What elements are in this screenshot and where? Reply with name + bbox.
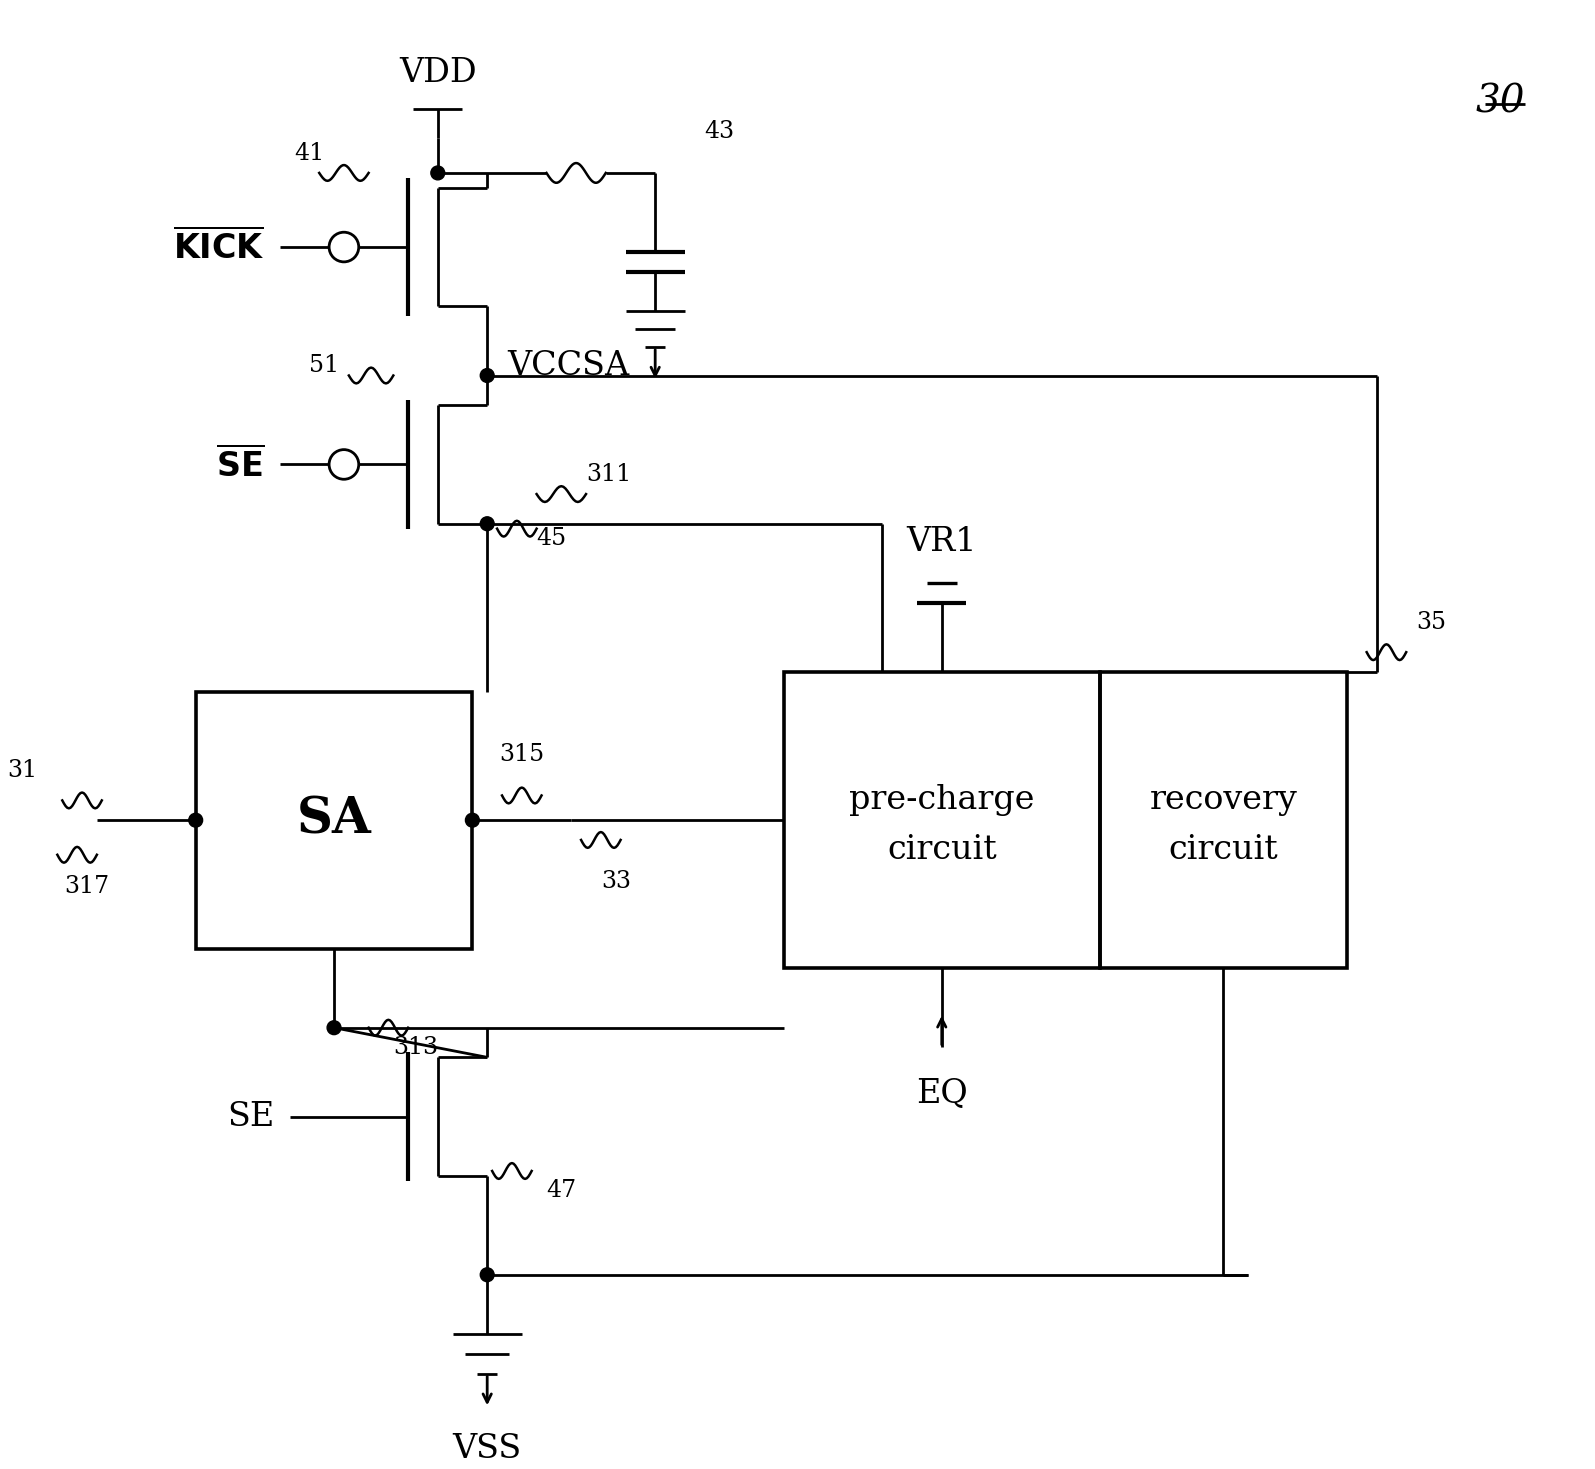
Circle shape	[480, 517, 494, 530]
Text: 317: 317	[64, 874, 110, 898]
Text: $\overline{\mathbf{KICK}}$: $\overline{\mathbf{KICK}}$	[174, 229, 265, 266]
Text: pre-charge: pre-charge	[849, 784, 1035, 817]
Circle shape	[431, 166, 445, 179]
Text: 33: 33	[601, 870, 632, 893]
Text: SA: SA	[297, 796, 372, 845]
Text: 31: 31	[8, 759, 38, 783]
Text: $\overline{\mathbf{SE}}$: $\overline{\mathbf{SE}}$	[215, 447, 265, 483]
Bar	[196, 692, 472, 949]
Text: 315: 315	[499, 743, 544, 765]
Circle shape	[480, 369, 494, 382]
Text: recovery: recovery	[1150, 784, 1297, 817]
Text: 47: 47	[547, 1180, 577, 1202]
Text: SE: SE	[228, 1100, 274, 1133]
Text: VR1: VR1	[906, 526, 978, 558]
Text: EQ: EQ	[916, 1077, 968, 1109]
Text: 43: 43	[705, 120, 735, 144]
Bar	[1101, 671, 1346, 968]
Text: circuit: circuit	[1169, 834, 1278, 865]
Text: VCCSA: VCCSA	[507, 350, 628, 382]
Text: VDD: VDD	[399, 57, 477, 90]
Text: 30: 30	[1475, 84, 1525, 120]
Circle shape	[188, 814, 203, 827]
Bar	[783, 671, 1101, 968]
Text: 51: 51	[309, 354, 340, 378]
Text: 313: 313	[394, 1036, 439, 1059]
Text: circuit: circuit	[887, 834, 997, 865]
Text: 35: 35	[1416, 611, 1447, 635]
Circle shape	[466, 814, 478, 827]
Text: VSS: VSS	[453, 1432, 522, 1465]
Text: 311: 311	[585, 463, 632, 486]
Text: 45: 45	[536, 527, 566, 549]
Text: 41: 41	[293, 141, 324, 165]
Circle shape	[480, 1268, 494, 1281]
Circle shape	[327, 1021, 341, 1034]
